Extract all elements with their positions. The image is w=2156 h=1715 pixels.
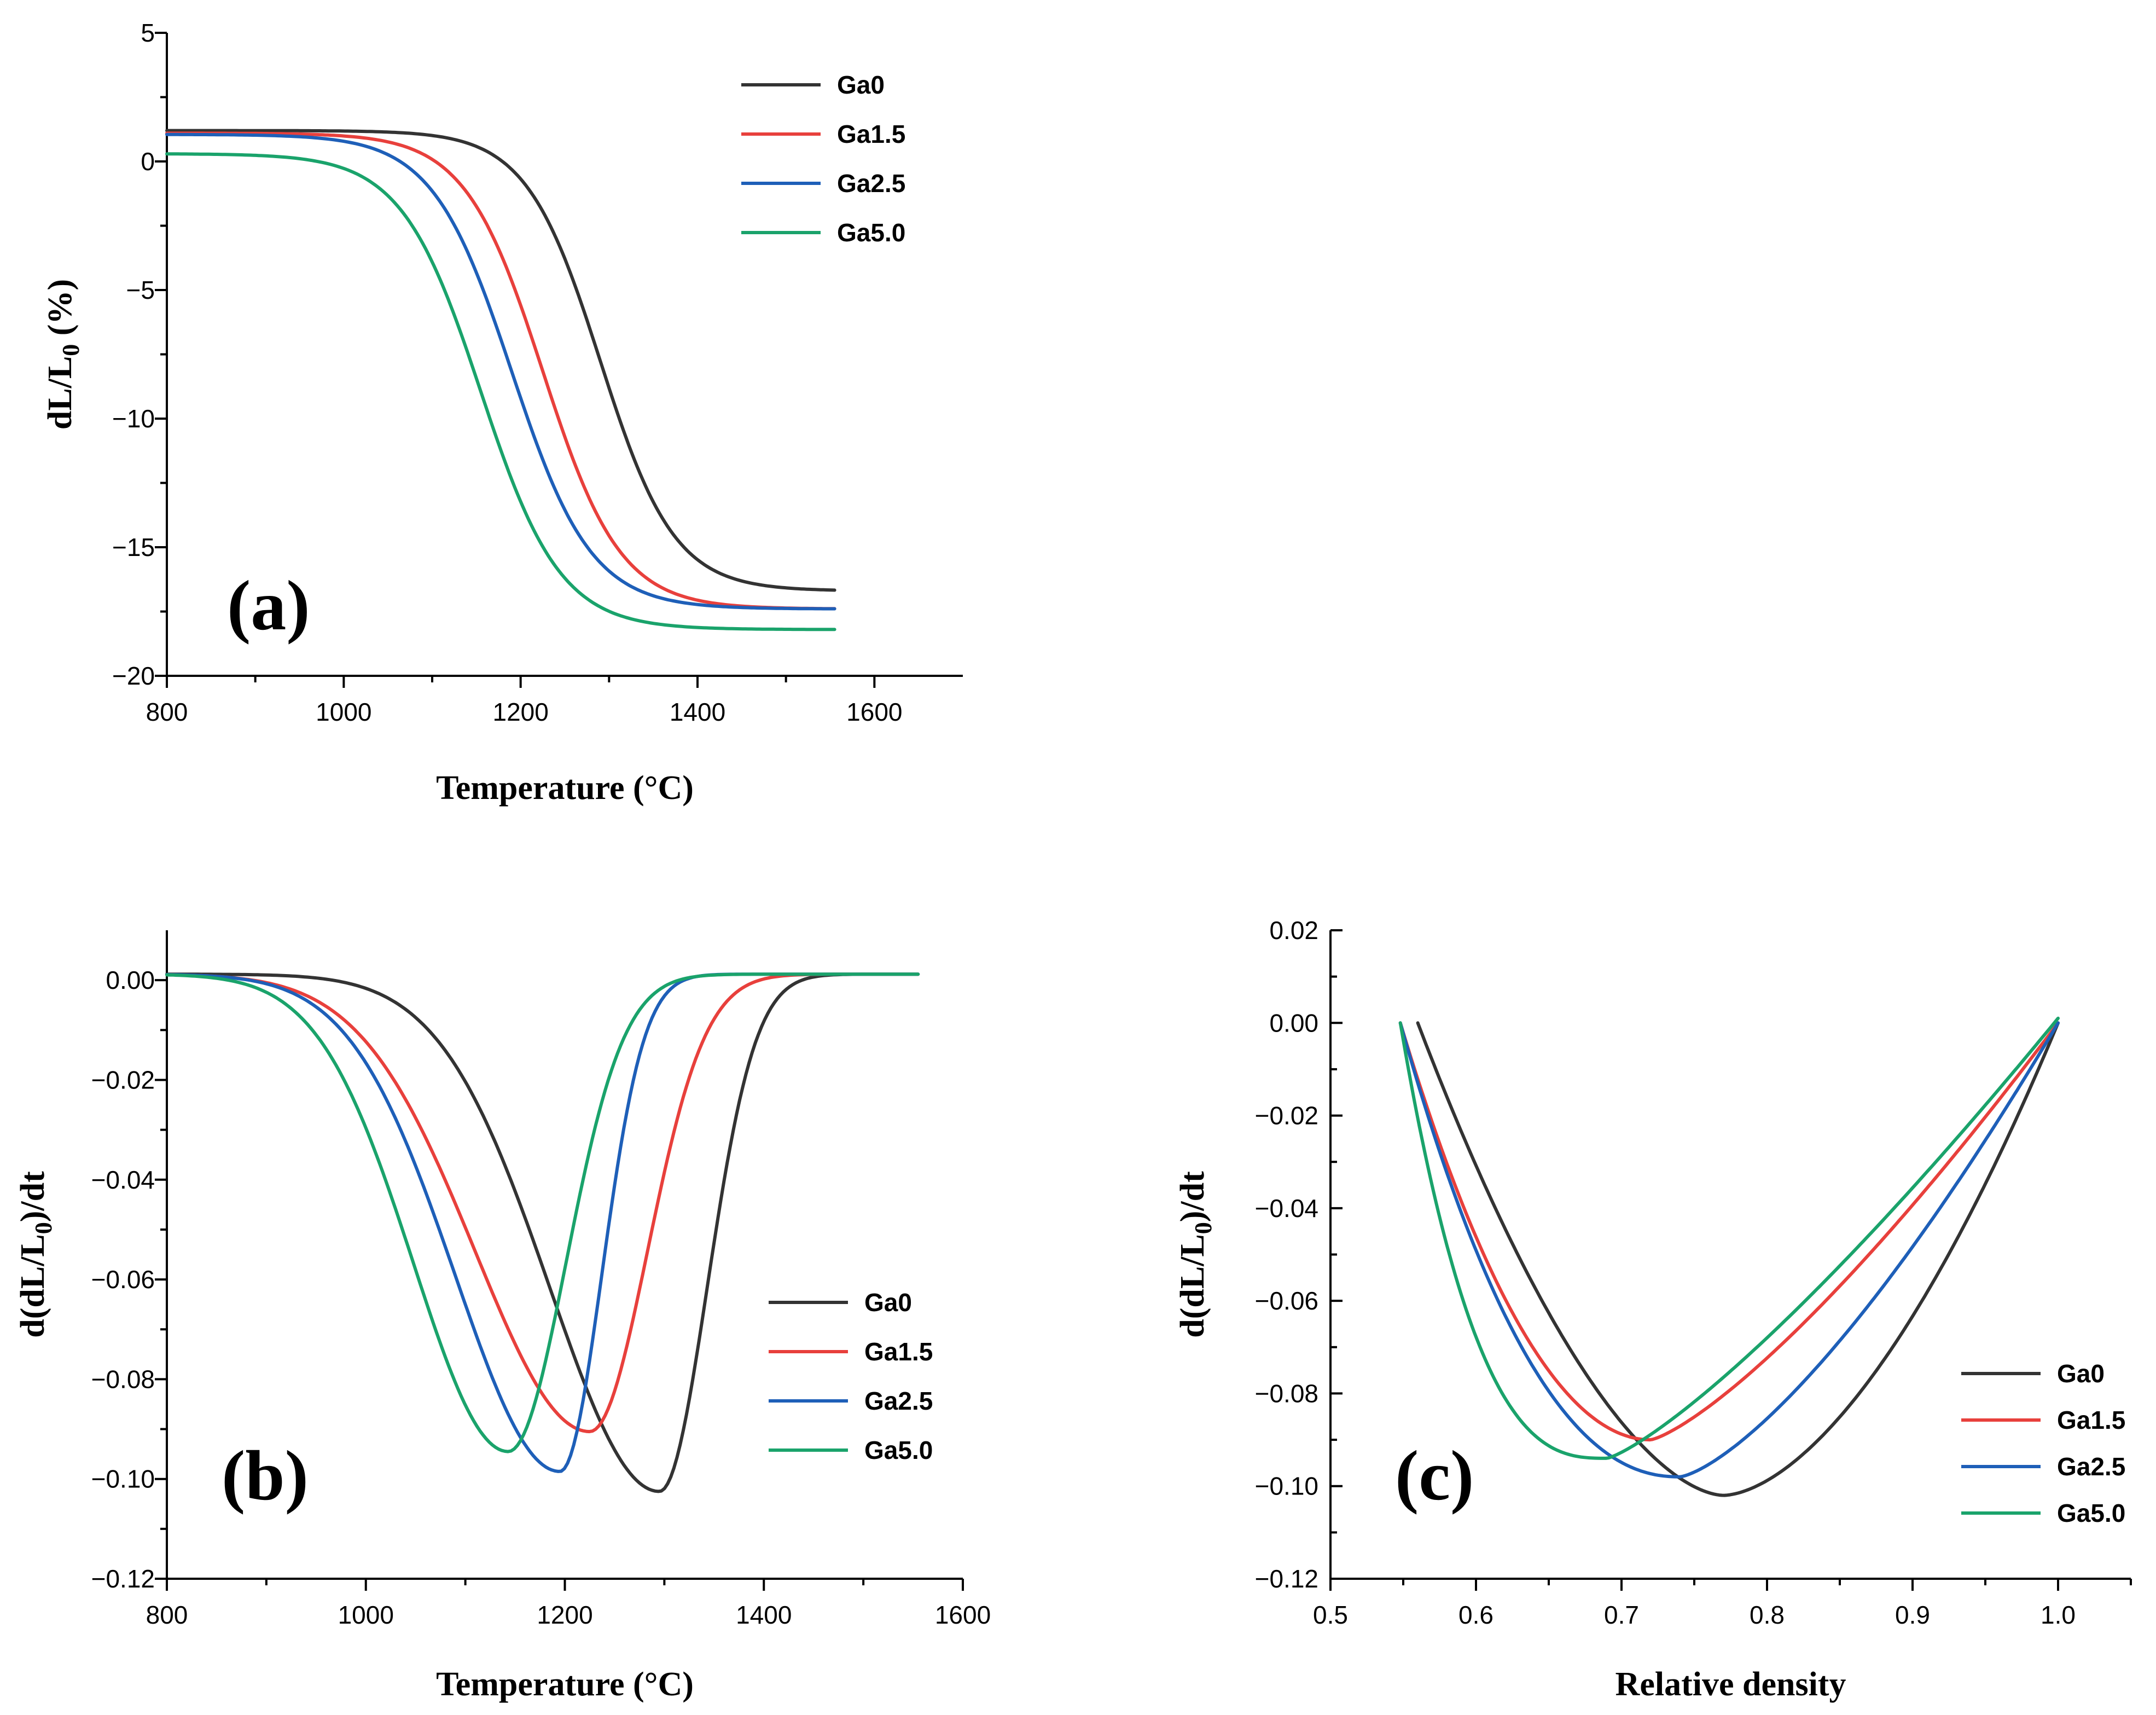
y-tick-label: −0.04: [91, 1166, 155, 1194]
chart-b: 800 1000 1200 1400 1600 0.00 −0.02 −0.04 −0.06 −0…: [14, 930, 991, 1703]
x-axis-title: Temperature (°C): [436, 769, 694, 807]
panel-label: (a): [227, 566, 310, 645]
series-line-ga0: [165, 129, 836, 592]
x-tick-label: 800: [146, 698, 188, 726]
y-tick-label: −5: [126, 276, 155, 304]
x-axis-title: Temperature (°C): [436, 1666, 694, 1703]
y-tick-label: −0.04: [1255, 1194, 1318, 1222]
legend-label: Ga0: [2057, 1359, 2105, 1388]
series-line-ga1-5: [165, 972, 920, 1434]
panel-label: (b): [222, 1436, 309, 1515]
x-tick-label: 1000: [316, 698, 371, 726]
x-tick-label: 1200: [492, 698, 548, 726]
legend-label: Ga0: [864, 1288, 912, 1317]
series-line-ga2-5: [1398, 1021, 2060, 1479]
y-tick-label: −20: [112, 662, 155, 690]
x-tick-label: 1000: [338, 1601, 394, 1629]
x-tick-label: 0.6: [1458, 1601, 1493, 1629]
series-line-ga2-5: [165, 132, 836, 611]
y-tick-label: −0.02: [91, 1065, 155, 1094]
y-tick-label: 0.00: [106, 966, 155, 994]
series-line-ga5-0: [165, 152, 836, 631]
x-tick-label: 0.7: [1604, 1601, 1639, 1629]
y-tick-label: 0: [141, 147, 155, 176]
x-axis-title: Relative density: [1615, 1666, 1846, 1703]
legend-label: Ga5.0: [2057, 1499, 2125, 1527]
x-tick-label: 1600: [846, 698, 902, 726]
x-tick-label: 0.8: [1750, 1601, 1785, 1629]
chart-c: 0.5 0.6 0.7 0.8 0.9 1.0 0.02 0.00 −0.02 −0.04 −0.0…: [1174, 916, 2132, 1703]
legend-label: Ga0: [837, 71, 885, 99]
y-tick-label: −0.06: [1255, 1287, 1318, 1315]
legend-label: Ga2.5: [837, 169, 905, 198]
y-axis-title: dL/L0 (%): [42, 279, 84, 430]
chart-a: 800 1000 1200 1400 1600 5 0 −5 −10 −15 −20 Temperat…: [42, 19, 963, 807]
x-tick-label: 0.9: [1895, 1601, 1930, 1629]
y-tick-label: 0.00: [1269, 1009, 1318, 1037]
legend-label: Ga1.5: [837, 120, 905, 148]
y-tick-label: 5: [141, 19, 155, 47]
y-tick-label: −0.10: [1255, 1472, 1318, 1500]
y-tick-label: 0.02: [1269, 916, 1318, 945]
y-tick-label: −0.08: [1255, 1379, 1318, 1407]
series-line-ga5-0: [165, 972, 920, 1453]
y-tick-label: −0.06: [91, 1265, 155, 1294]
x-tick-label: 800: [146, 1601, 188, 1629]
y-axis-title: d(dL/L0)/dt: [1174, 1171, 1217, 1338]
x-tick-label: 1400: [670, 698, 725, 726]
y-axis-title: d(dL/L0)/dt: [14, 1171, 57, 1338]
y-tick-label: −0.12: [1255, 1565, 1318, 1593]
legend-label: Ga5.0: [864, 1436, 933, 1464]
y-tick-label: −10: [112, 404, 155, 433]
y-tick-label: −0.08: [91, 1365, 155, 1393]
y-tick-label: −15: [112, 533, 155, 561]
y-tick-label: −0.02: [1255, 1102, 1318, 1130]
panel-label: (c): [1395, 1436, 1474, 1515]
series-line-ga1-5: [1398, 1021, 2060, 1442]
x-tick-label: 0.5: [1313, 1601, 1348, 1629]
series-line-ga5-0: [1398, 1016, 2060, 1460]
legend-label: Ga5.0: [837, 218, 905, 247]
y-tick-label: −0.12: [91, 1565, 155, 1593]
y-tick-label: −0.10: [91, 1465, 155, 1493]
x-tick-label: 1.0: [2041, 1601, 2076, 1629]
legend-label: Ga2.5: [864, 1387, 933, 1415]
series-line-ga1-5: [165, 131, 836, 611]
x-tick-label: 1400: [736, 1601, 792, 1629]
series-line-ga0: [1416, 1021, 2060, 1497]
x-tick-label: 1600: [935, 1601, 991, 1629]
legend-label: Ga2.5: [2057, 1452, 2125, 1481]
series-line-ga0: [165, 972, 920, 1493]
legend-label: Ga1.5: [864, 1337, 933, 1366]
legend-label: Ga1.5: [2057, 1406, 2125, 1434]
x-tick-label: 1200: [537, 1601, 592, 1629]
